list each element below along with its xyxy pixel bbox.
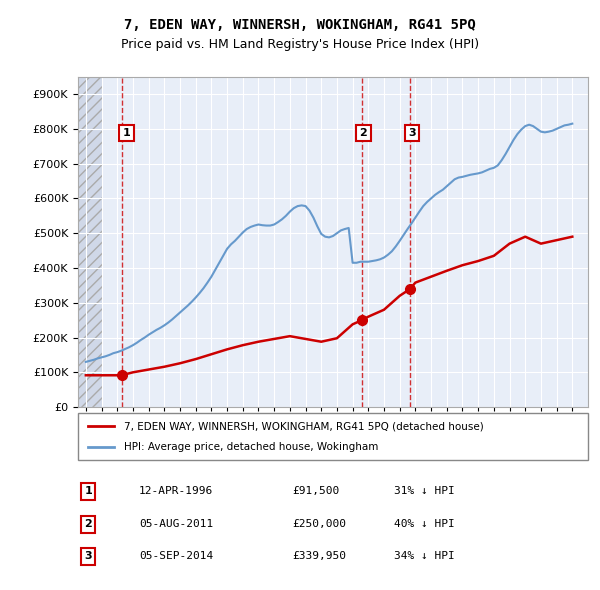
Text: 05-SEP-2014: 05-SEP-2014 — [139, 552, 214, 561]
Text: 40% ↓ HPI: 40% ↓ HPI — [394, 519, 455, 529]
Text: £91,500: £91,500 — [292, 486, 340, 496]
Text: 31% ↓ HPI: 31% ↓ HPI — [394, 486, 455, 496]
Text: 7, EDEN WAY, WINNERSH, WOKINGHAM, RG41 5PQ: 7, EDEN WAY, WINNERSH, WOKINGHAM, RG41 5… — [124, 18, 476, 32]
Bar — [78, 77, 101, 407]
Text: 3: 3 — [408, 128, 416, 138]
Text: 2: 2 — [85, 519, 92, 529]
Text: 7, EDEN WAY, WINNERSH, WOKINGHAM, RG41 5PQ (detached house): 7, EDEN WAY, WINNERSH, WOKINGHAM, RG41 5… — [124, 421, 484, 431]
Text: 3: 3 — [85, 552, 92, 561]
Text: 05-AUG-2011: 05-AUG-2011 — [139, 519, 214, 529]
Text: HPI: Average price, detached house, Wokingham: HPI: Average price, detached house, Woki… — [124, 442, 378, 452]
Text: 12-APR-1996: 12-APR-1996 — [139, 486, 214, 496]
FancyBboxPatch shape — [78, 413, 588, 460]
Text: £339,950: £339,950 — [292, 552, 346, 561]
Text: 34% ↓ HPI: 34% ↓ HPI — [394, 552, 455, 561]
Text: £250,000: £250,000 — [292, 519, 346, 529]
Text: Price paid vs. HM Land Registry's House Price Index (HPI): Price paid vs. HM Land Registry's House … — [121, 38, 479, 51]
Text: 1: 1 — [85, 486, 92, 496]
Text: 2: 2 — [359, 128, 367, 138]
Text: 1: 1 — [122, 128, 130, 138]
